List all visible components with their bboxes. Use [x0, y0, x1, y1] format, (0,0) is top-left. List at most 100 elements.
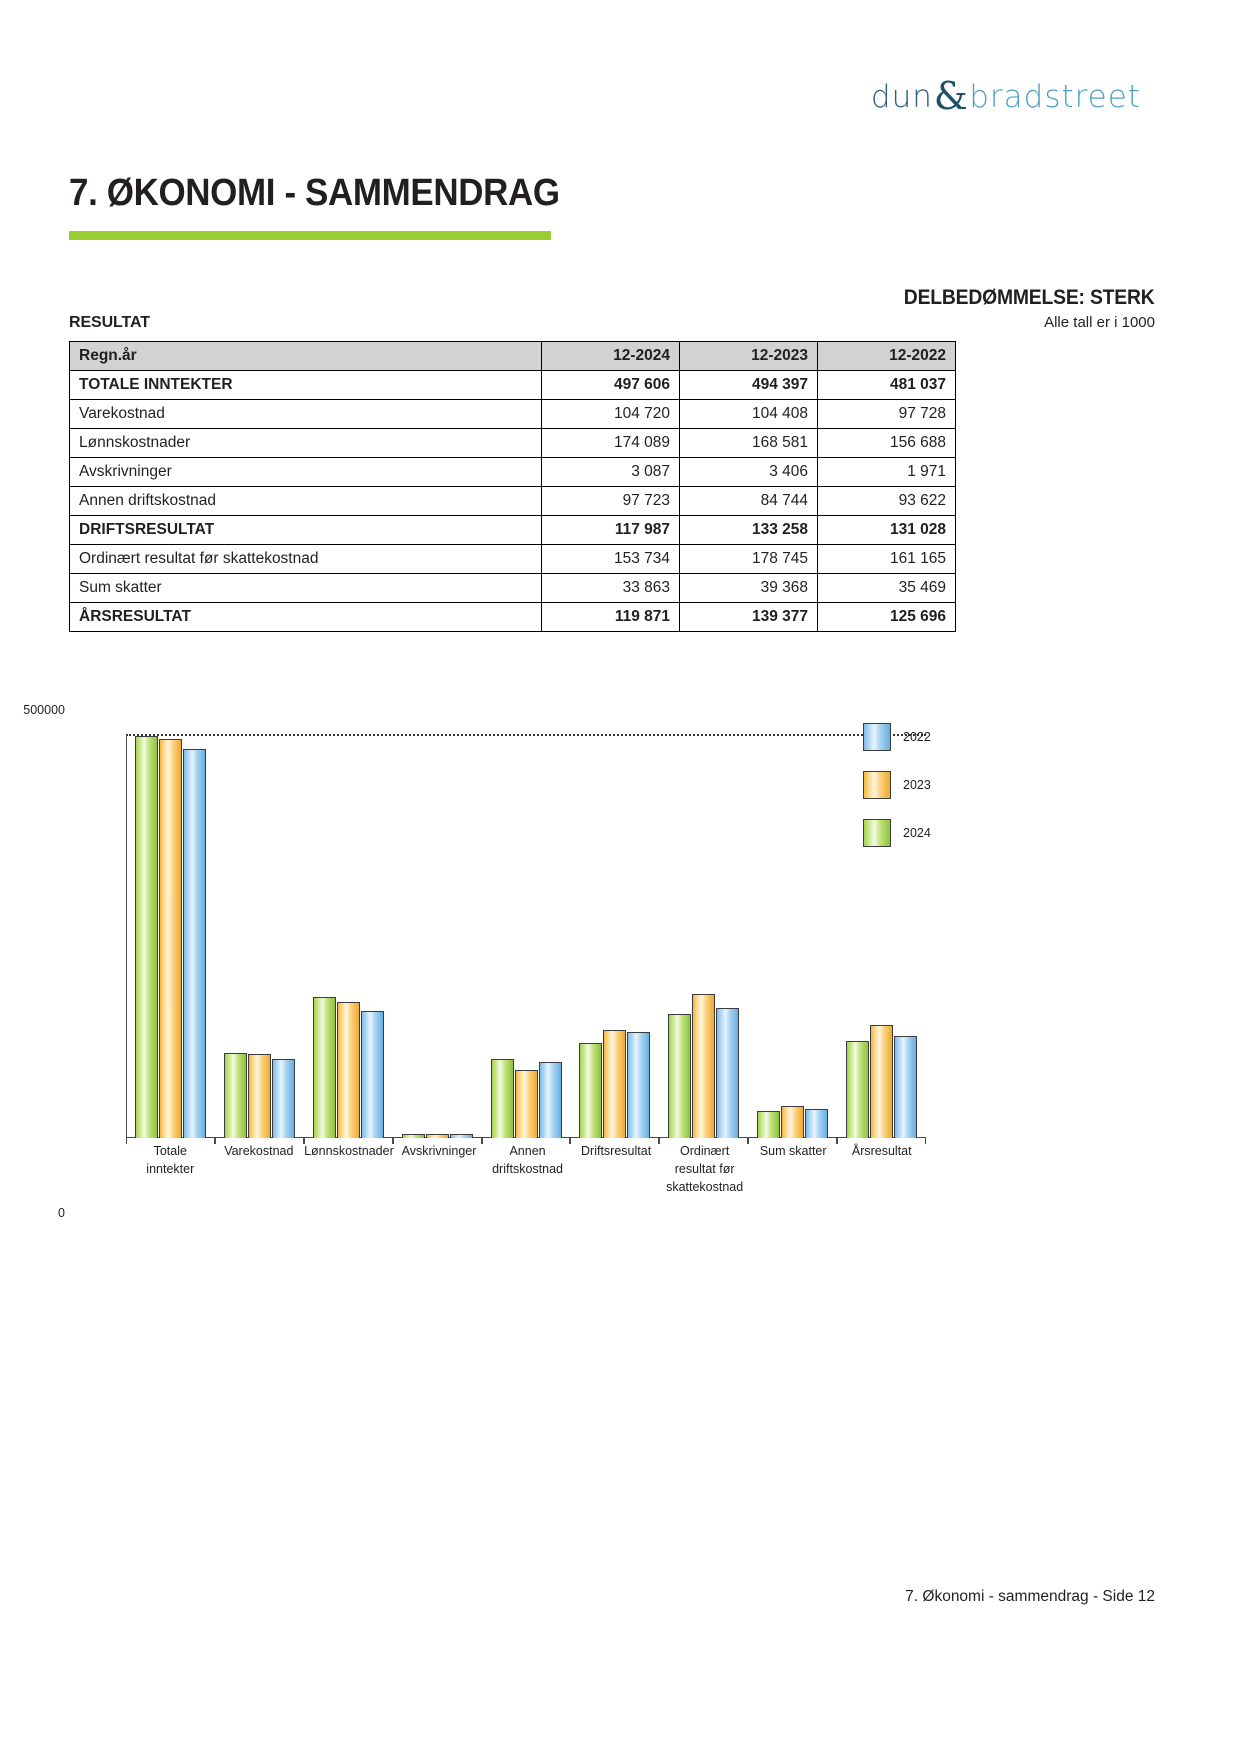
chart-x-label: Sum skatter	[759, 1144, 827, 1158]
chart-bar-2023	[781, 1106, 805, 1138]
row-value-2024: 497 606	[541, 370, 680, 400]
page-title: 7. ØKONOMI - SAMMENDRAG	[69, 172, 560, 214]
logo-ampersand-icon: &	[933, 74, 969, 118]
row-value-2022: 156 688	[817, 428, 956, 458]
row-value-2023: 104 408	[679, 399, 818, 429]
row-value-2022: 131 028	[817, 515, 956, 545]
table-row: Lønnskostnader 174 089 168 581 156 688	[69, 428, 956, 458]
table-row: TOTALE INNTEKTER 497 606 494 397 481 037	[69, 370, 956, 400]
chart-bar-2024	[401, 1133, 425, 1138]
chart-x-label: Avskrivninger	[401, 1144, 477, 1158]
dun-bradstreet-logo: dun & bradstreet	[870, 72, 1141, 118]
table-row: Annen driftskostnad 97 723 84 744 93 622	[69, 486, 956, 516]
row-value-2024: 104 720	[541, 399, 680, 429]
table-row: Ordinært resultat før skattekostnad 153 …	[69, 544, 956, 574]
row-value-2023: 178 745	[679, 544, 818, 574]
table-header-cell-2023: 12-2023	[679, 341, 818, 371]
results-bar-chart: 500000 0 Totale inntekter Varekostnad Lønns…	[23, 703, 959, 1220]
row-value-2022: 35 469	[817, 573, 956, 603]
table-row: ÅRSRESULTAT 119 871 139 377 125 696	[69, 602, 956, 632]
chart-bar-2023	[247, 1053, 271, 1138]
chart-bar-2024	[134, 735, 158, 1138]
chart-x-label: Lønnskostnader	[304, 1144, 394, 1158]
table-row: Varekostnad 104 720 104 408 97 728	[69, 399, 956, 429]
row-value-2023: 39 368	[679, 573, 818, 603]
legend-label-2022: 2022	[903, 730, 931, 744]
chart-bar-2024	[312, 997, 336, 1138]
row-label: Ordinært resultat før skattekostnad	[69, 544, 542, 574]
row-value-2024: 3 087	[541, 457, 680, 487]
chart-bar-2023	[425, 1133, 449, 1138]
row-value-2023: 133 258	[679, 515, 818, 545]
y-axis-tick-max: 500000	[23, 703, 65, 717]
chart-legend: 2022 2023 2024	[863, 722, 959, 866]
chart-x-label: Driftsresultat	[581, 1144, 652, 1158]
row-label: TOTALE INNTEKTER	[69, 370, 542, 400]
chart-bar-group	[481, 734, 571, 1144]
table-header-row: Regn.år 12-2024 12-2023 12-2022	[69, 341, 956, 371]
chart-bar-2023	[603, 1030, 627, 1138]
row-value-2023: 84 744	[679, 486, 818, 516]
table-header-cell-label: Regn.år	[69, 341, 542, 371]
row-value-2022: 161 165	[817, 544, 956, 574]
chart-bar-group	[303, 734, 393, 1144]
units-note: Alle tall er i 1000	[1044, 314, 1155, 331]
section-label: RESULTAT	[69, 314, 150, 331]
legend-item-2022: 2022	[863, 722, 959, 752]
chart-bar-2022	[449, 1133, 473, 1138]
chart-bar-2022	[627, 1032, 651, 1138]
row-label: Lønnskostnader	[69, 428, 542, 458]
y-axis-tick-zero: 0	[58, 1206, 65, 1220]
chart-bar-2022	[182, 749, 206, 1138]
table-row: Avskrivninger 3 087 3 406 1 971	[69, 457, 956, 487]
logo-text-bradstreet: bradstreet	[969, 79, 1141, 115]
chart-bar-group	[570, 734, 660, 1144]
table-body: TOTALE INNTEKTER 497 606 494 397 481 037…	[69, 370, 956, 632]
legend-swatch-icon-2024	[863, 819, 891, 847]
legend-swatch-icon-2022	[863, 723, 891, 751]
row-value-2023: 494 397	[679, 370, 818, 400]
row-label: Sum skatter	[69, 573, 542, 603]
legend-label-2024: 2024	[903, 826, 931, 840]
chart-bar-2022	[271, 1059, 295, 1138]
chart-x-label: Totale inntekter	[146, 1144, 195, 1176]
chart-bar-2024	[668, 1013, 692, 1138]
table-row: Sum skatter 33 863 39 368 35 469	[69, 573, 956, 603]
chart-bar-groups	[126, 734, 926, 1144]
chart-bar-group	[126, 734, 215, 1144]
legend-item-2024: 2024	[863, 818, 959, 848]
chart-bar-group	[392, 734, 482, 1144]
chart-y-axis	[126, 734, 127, 1138]
chart-bar-2022	[805, 1109, 829, 1138]
chart-bar-2023	[870, 1025, 894, 1138]
row-value-2024: 153 734	[541, 544, 680, 574]
page-footer: 7. Økonomi - sammendrag - Side 12	[905, 1588, 1155, 1605]
row-value-2024: 174 089	[541, 428, 680, 458]
row-value-2022: 97 728	[817, 399, 956, 429]
chart-bar-group	[748, 734, 838, 1144]
chart-bar-2023	[336, 1001, 360, 1138]
chart-bar-2022	[894, 1036, 918, 1138]
row-label: Varekostnad	[69, 399, 542, 429]
chart-bar-2024	[846, 1041, 870, 1138]
row-value-2024: 119 871	[541, 602, 680, 632]
legend-label-2023: 2023	[903, 778, 931, 792]
chart-x-label: Årsresultat	[851, 1144, 912, 1158]
chart-bar-2022	[360, 1011, 384, 1138]
logo-text-dun: dun	[870, 79, 933, 115]
row-label: DRIFTSRESULTAT	[69, 515, 542, 545]
chart-plot-area	[126, 734, 926, 1144]
row-value-2024: 97 723	[541, 486, 680, 516]
row-value-2022: 125 696	[817, 602, 956, 632]
row-value-2024: 33 863	[541, 573, 680, 603]
chart-bar-2024	[757, 1110, 781, 1138]
row-value-2024: 117 987	[541, 515, 680, 545]
chart-x-label: Varekostnad	[224, 1144, 294, 1158]
row-label: Annen driftskostnad	[69, 486, 542, 516]
chart-bar-2022	[716, 1007, 740, 1138]
row-value-2023: 3 406	[679, 457, 818, 487]
chart-bar-2024	[579, 1042, 603, 1138]
title-underline-rule	[69, 231, 551, 240]
financial-results-table: Regn.år 12-2024 12-2023 12-2022 TOTALE I…	[69, 341, 956, 632]
chart-x-axis-labels: Totale inntekter Varekostnad Lønnskostnader…	[126, 1142, 926, 1196]
